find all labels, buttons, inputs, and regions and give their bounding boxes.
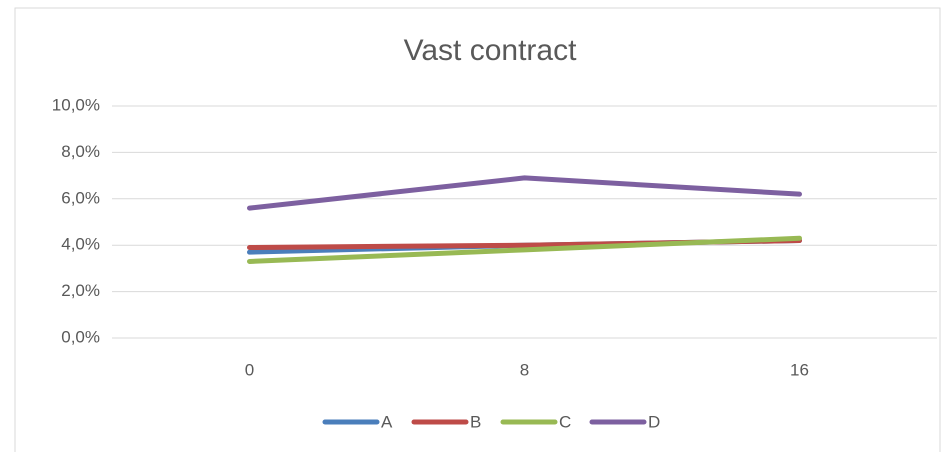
y-tick-label: 8,0% [61, 142, 100, 161]
legend-label: D [648, 412, 660, 431]
legend-label: C [559, 412, 571, 431]
y-tick-label: 4,0% [61, 235, 100, 254]
chart-frame [14, 7, 941, 452]
x-tick-label: 0 [245, 360, 254, 379]
series-line [247, 175, 802, 211]
y-tick-label: 10,0% [52, 95, 100, 114]
series-line [247, 235, 802, 264]
y-tick-label: 2,0% [61, 281, 100, 300]
x-tick-label: 8 [520, 360, 529, 379]
chart-title: Vast contract [404, 34, 578, 67]
x-tick-label: 16 [790, 360, 809, 379]
y-tick-label: 0,0% [61, 327, 100, 346]
y-tick-label: 6,0% [61, 188, 100, 207]
legend-label: A [381, 412, 393, 431]
legend-label: B [470, 412, 481, 431]
